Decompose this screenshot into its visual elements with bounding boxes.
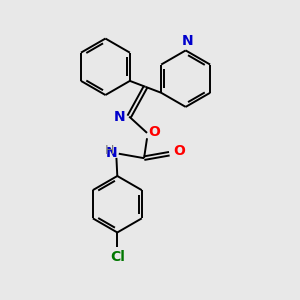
- Text: Cl: Cl: [110, 250, 125, 264]
- Text: O: O: [173, 144, 185, 158]
- Text: N: N: [106, 146, 117, 160]
- Text: H: H: [105, 144, 114, 157]
- Text: N: N: [181, 34, 193, 48]
- Text: N: N: [114, 110, 126, 124]
- Text: O: O: [148, 125, 160, 139]
